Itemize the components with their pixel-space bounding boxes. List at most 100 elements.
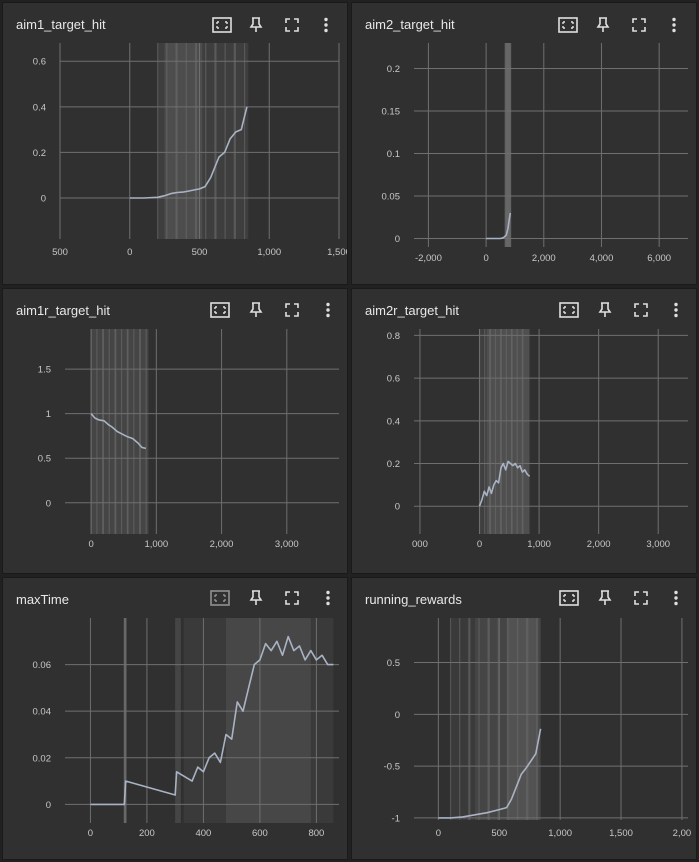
- x-tick-label: -2,000: [415, 253, 442, 264]
- fit-domain-button[interactable]: [211, 14, 233, 36]
- series-line: [90, 413, 147, 450]
- fit-domain-button[interactable]: [558, 587, 580, 609]
- chart-card-aim2r: aim2r_target_hit 000 0 1,000 2,000 3,000 0.8 0…: [351, 288, 697, 574]
- fullscreen-button[interactable]: [281, 299, 303, 321]
- pin-button[interactable]: [245, 587, 267, 609]
- activity-band: [183, 618, 334, 823]
- x-tick-label: 1,000: [548, 828, 572, 839]
- fullscreen-icon: [285, 591, 299, 605]
- fullscreen-button[interactable]: [281, 14, 303, 36]
- y-tick-label: 0.6: [387, 374, 400, 385]
- x-tick-label: 500: [192, 247, 208, 258]
- card-title: aim2_target_hit: [365, 17, 455, 32]
- pin-button[interactable]: [245, 14, 267, 36]
- chart-plot[interactable]: 0 500 1,000 1,500 2,00 0.5 0 -0.5 -1: [352, 578, 697, 860]
- fit-domain-icon: [212, 17, 232, 33]
- more-menu-button[interactable]: [315, 14, 337, 36]
- y-tick-label: 0.4: [33, 102, 46, 113]
- more-vert-icon: [325, 302, 331, 318]
- y-tick-label: 0: [395, 502, 400, 513]
- x-tick-label: 800: [308, 828, 324, 839]
- y-tick-label: 0.2: [387, 459, 400, 470]
- y-tick-label: 0.04: [33, 707, 52, 718]
- y-tick-label: 0: [395, 234, 400, 245]
- x-tick-label: 500: [491, 828, 507, 839]
- x-tick-label: 1,500: [327, 247, 348, 258]
- x-tick-label: 400: [195, 828, 211, 839]
- x-tick-label: 3,000: [646, 539, 670, 550]
- activity-band: [175, 618, 181, 823]
- chart-card-maxtime: maxTime 0 200 400 600 800 0.06 0.04 0.02 0: [2, 577, 348, 860]
- series-line: [486, 212, 512, 240]
- fullscreen-icon: [634, 591, 648, 605]
- pin-button[interactable]: [594, 587, 616, 609]
- pin-button[interactable]: [245, 299, 267, 321]
- pin-icon: [249, 302, 263, 318]
- chart-plot[interactable]: -2,000 0 2,000 4,000 6,000 0.2 0.15 0.1 0.05 0: [352, 3, 697, 285]
- more-menu-button[interactable]: [665, 299, 687, 321]
- x-tick-label: 000: [412, 539, 428, 550]
- x-tick-label: 2,000: [532, 253, 556, 264]
- y-tick-label: 0: [41, 193, 46, 204]
- more-menu-button[interactable]: [663, 14, 685, 36]
- more-menu-button[interactable]: [317, 587, 339, 609]
- fit-domain-icon: [210, 302, 230, 318]
- more-vert-icon: [323, 17, 329, 33]
- y-tick-label: 0: [395, 710, 400, 721]
- fit-domain-button[interactable]: [557, 14, 579, 36]
- fullscreen-icon: [285, 303, 299, 317]
- y-tick-label: 0: [46, 800, 51, 811]
- more-menu-button[interactable]: [665, 587, 687, 609]
- y-tick-label: 0.6: [33, 57, 46, 68]
- y-tick-label: 0: [46, 498, 51, 509]
- fullscreen-button[interactable]: [630, 587, 652, 609]
- chart-plot[interactable]: 0 200 400 600 800 0.06 0.04 0.02 0: [3, 578, 348, 860]
- fullscreen-icon: [285, 18, 299, 32]
- series-line: [129, 106, 248, 199]
- chart-plot[interactable]: 0 1,000 2,000 3,000 1.5 1 0.5 0: [3, 289, 348, 574]
- y-tick-label: 0.5: [38, 454, 51, 465]
- card-title: maxTime: [16, 592, 69, 607]
- x-tick-label: 2,00: [673, 828, 692, 839]
- y-tick-label: 0.15: [382, 107, 401, 118]
- series-line: [438, 728, 542, 819]
- y-tick-label: 1.5: [38, 365, 51, 376]
- x-tick-label: 600: [252, 828, 268, 839]
- x-tick-label: 1,000: [527, 539, 551, 550]
- fullscreen-button[interactable]: [281, 587, 303, 609]
- more-vert-icon: [673, 590, 679, 606]
- fit-domain-button[interactable]: [209, 299, 231, 321]
- fullscreen-icon: [632, 18, 646, 32]
- fit-domain-icon: [559, 302, 579, 318]
- x-tick-label: 6,000: [647, 253, 671, 264]
- fit-domain-icon: [559, 590, 579, 606]
- fit-domain-icon: [558, 17, 578, 33]
- fullscreen-button[interactable]: [628, 14, 650, 36]
- series-line: [90, 635, 334, 806]
- x-tick-label: 0: [127, 247, 132, 258]
- more-vert-icon: [673, 302, 679, 318]
- pin-button[interactable]: [594, 299, 616, 321]
- x-tick-label: 1,000: [144, 539, 168, 550]
- more-vert-icon: [671, 17, 677, 33]
- fit-domain-button[interactable]: [209, 587, 231, 609]
- fullscreen-button[interactable]: [630, 299, 652, 321]
- y-tick-label: 0.05: [382, 192, 401, 203]
- y-tick-label: 0.2: [33, 148, 46, 159]
- activity-band: [508, 618, 539, 820]
- pin-icon: [249, 17, 263, 33]
- y-tick-label: -1: [392, 813, 400, 824]
- x-tick-label: 0: [88, 539, 93, 550]
- x-tick-label: 2,000: [587, 539, 611, 550]
- more-vert-icon: [325, 590, 331, 606]
- x-tick-label: 3,000: [275, 539, 299, 550]
- more-menu-button[interactable]: [317, 299, 339, 321]
- fit-domain-button[interactable]: [558, 299, 580, 321]
- y-tick-label: -0.5: [384, 762, 400, 773]
- chart-plot[interactable]: 500 0 500 1,000 1,500 0.6 0.4 0.2 0: [3, 3, 348, 285]
- x-tick-label: 4,000: [590, 253, 614, 264]
- pin-button[interactable]: [592, 14, 614, 36]
- x-tick-label: 500: [52, 247, 68, 258]
- y-tick-label: 0.1: [387, 149, 400, 160]
